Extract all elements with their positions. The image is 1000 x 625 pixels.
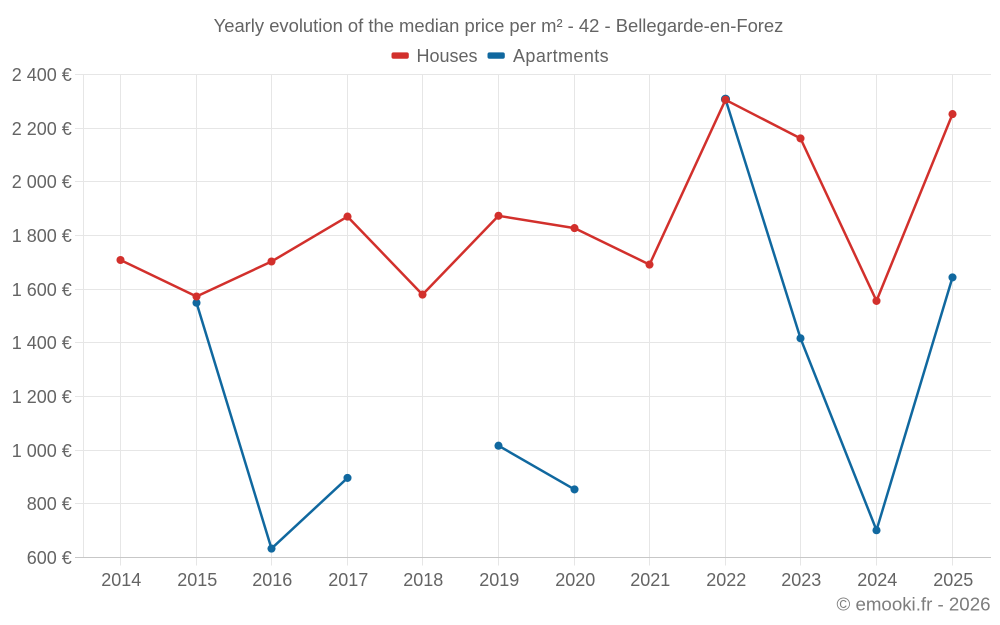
svg-text:1 400 €: 1 400 €: [12, 333, 72, 353]
svg-text:2021: 2021: [630, 570, 670, 590]
svg-text:2023: 2023: [781, 570, 821, 590]
svg-text:2017: 2017: [328, 570, 368, 590]
svg-text:800 €: 800 €: [27, 494, 72, 514]
svg-text:600 €: 600 €: [27, 548, 72, 568]
svg-text:© emooki.fr - 2026: © emooki.fr - 2026: [837, 593, 991, 614]
svg-text:1 200 €: 1 200 €: [12, 387, 72, 407]
svg-text:2 000 €: 2 000 €: [12, 172, 72, 192]
svg-text:1 600 €: 1 600 €: [12, 280, 72, 300]
svg-text:2 400 €: 2 400 €: [12, 65, 72, 85]
svg-text:2020: 2020: [555, 570, 595, 590]
svg-text:2024: 2024: [857, 570, 897, 590]
svg-text:2018: 2018: [403, 570, 443, 590]
svg-text:Houses: Houses: [417, 46, 478, 66]
svg-text:Apartments: Apartments: [513, 46, 609, 66]
svg-text:2022: 2022: [706, 570, 746, 590]
svg-text:2015: 2015: [177, 570, 217, 590]
svg-text:1 800 €: 1 800 €: [12, 226, 72, 246]
svg-text:2014: 2014: [101, 570, 141, 590]
svg-text:2019: 2019: [479, 570, 519, 590]
svg-text:1 000 €: 1 000 €: [12, 441, 72, 461]
svg-text:2016: 2016: [252, 570, 292, 590]
svg-text:2025: 2025: [933, 570, 973, 590]
svg-text:2 200 €: 2 200 €: [12, 119, 72, 139]
svg-text:Yearly evolution of the median: Yearly evolution of the median price per…: [214, 15, 784, 36]
